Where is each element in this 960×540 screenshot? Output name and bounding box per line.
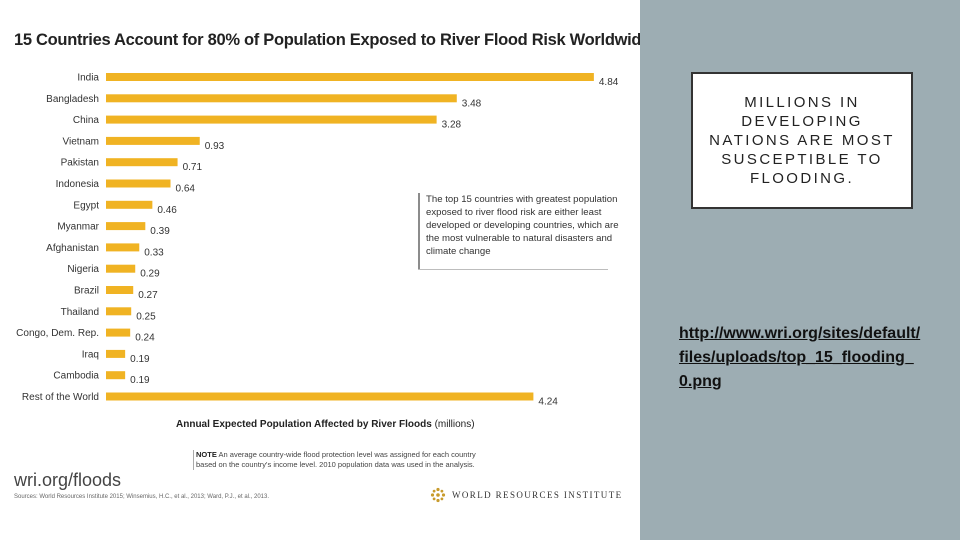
value-label: 3.28 — [442, 120, 462, 131]
wri-logo-icon — [430, 487, 446, 503]
chart-title: 15 Countries Account for 80% of Populati… — [14, 31, 651, 49]
bar — [106, 371, 126, 380]
value-label: 0.93 — [205, 141, 225, 152]
bar — [106, 73, 594, 81]
bar — [106, 94, 457, 103]
value-label: 0.39 — [150, 226, 170, 237]
bar — [106, 136, 200, 145]
bar — [106, 349, 126, 358]
category-label: Afghanistan — [46, 243, 99, 254]
category-label: Rest of the World — [22, 392, 99, 403]
bar — [106, 243, 140, 252]
value-label: 0.25 — [136, 311, 156, 322]
category-label: Brazil — [74, 286, 99, 297]
sources-text: Sources: World Resources Institute 2015;… — [14, 494, 270, 500]
wri-logo: WORLD RESOURCES INSTITUTE — [430, 487, 623, 503]
value-label: 0.24 — [135, 333, 155, 344]
category-label: Pakistan — [61, 158, 99, 169]
bar — [106, 264, 136, 273]
bar — [106, 179, 171, 188]
bar — [106, 392, 534, 401]
bar-chart: India 4.84 Bangladesh 3.48 China 3.28 Vietnam 0… — [16, 73, 619, 408]
bar — [106, 200, 153, 209]
value-label: 4.24 — [538, 397, 558, 408]
chart-annotation: The top 15 countries with greatest popul… — [418, 193, 622, 269]
category-label: India — [77, 73, 99, 84]
logo-text: WORLD RESOURCES INSTITUTE — [452, 490, 623, 500]
category-label: Cambodia — [53, 371, 99, 382]
value-label: 4.84 — [599, 77, 619, 88]
chart-panel: 15 Countries Account for 80% of Populati… — [14, 31, 651, 503]
category-label: Indonesia — [56, 179, 100, 190]
caption-text: MILLIONS IN DEVELOPING NATIONS ARE MOST … — [709, 94, 895, 187]
value-label: 0.27 — [138, 290, 158, 301]
annotation-divider — [418, 269, 608, 270]
value-label: 0.71 — [183, 162, 203, 173]
note-text: An average country-wide flood protection… — [196, 450, 476, 469]
value-label: 0.64 — [176, 184, 196, 195]
bar — [106, 307, 132, 316]
category-label: Nigeria — [67, 264, 99, 275]
category-label: China — [73, 115, 100, 126]
value-label: 0.19 — [130, 354, 150, 365]
value-label: 0.33 — [144, 247, 164, 258]
x-axis-label-bold: Annual Expected Population Affected by R… — [176, 419, 432, 430]
value-label: 0.29 — [140, 269, 160, 280]
site-url[interactable]: wri.org/floods — [14, 470, 122, 490]
category-label: Iraq — [82, 349, 99, 360]
bar — [106, 115, 437, 124]
category-label: Egypt — [73, 200, 99, 211]
source-link[interactable]: http://www.wri.org/sites/default/files/u… — [679, 325, 921, 390]
value-label: 0.19 — [130, 375, 150, 386]
value-label: 3.48 — [462, 98, 482, 109]
category-label: Myanmar — [57, 222, 99, 233]
note-label: NOTE — [196, 450, 217, 459]
bar — [106, 286, 134, 294]
value-label: 0.46 — [157, 205, 177, 216]
bar — [106, 158, 178, 167]
caption-box: MILLIONS IN DEVELOPING NATIONS ARE MOST … — [691, 72, 913, 209]
bar — [106, 222, 146, 231]
category-label: Thailand — [61, 307, 99, 318]
category-label: Vietnam — [62, 136, 99, 147]
x-axis-label-unit: (millions) — [434, 419, 475, 430]
chart-note: NOTE An average country-wide flood prote… — [193, 450, 486, 470]
category-label: Congo, Dem. Rep. — [16, 328, 99, 339]
bar — [106, 328, 131, 337]
x-axis-label: Annual Expected Population Affected by R… — [176, 419, 475, 430]
category-label: Bangladesh — [46, 94, 99, 105]
